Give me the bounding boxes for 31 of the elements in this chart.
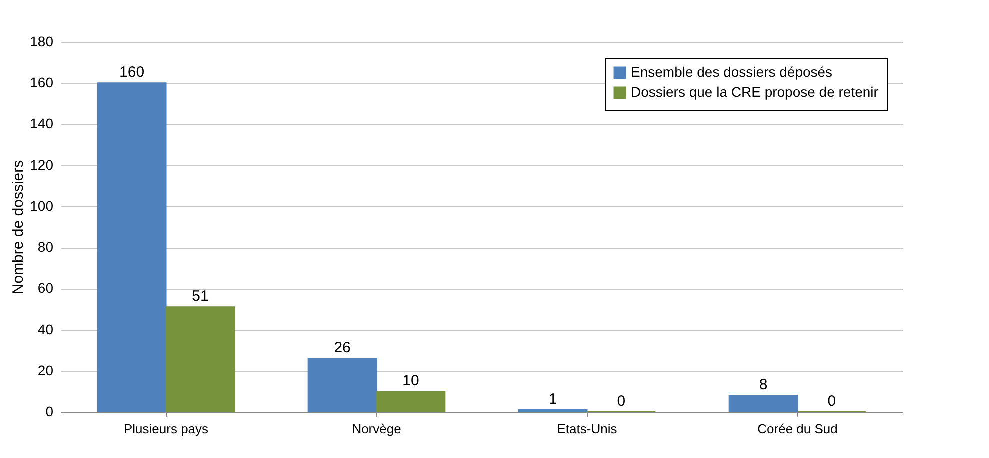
x-tick-label: Etats-Unis: [557, 422, 618, 436]
y-tick-label: 120: [30, 156, 54, 173]
bar: [166, 306, 236, 412]
data-label: 10: [402, 372, 420, 390]
data-label: 1: [548, 390, 558, 408]
bar: [97, 82, 167, 412]
bar: [376, 390, 446, 412]
bar: [308, 358, 378, 412]
y-tick-label: 60: [38, 280, 54, 296]
data-label: 8: [759, 376, 768, 394]
data-label: 51: [192, 288, 209, 306]
y-tick-label: 160: [30, 74, 54, 91]
data-label: 160: [120, 64, 145, 82]
bar: [518, 409, 588, 412]
y-tick-label: 180: [30, 34, 54, 50]
data-label: 26: [334, 340, 351, 357]
x-tick-label: Corée du Sud: [758, 422, 838, 436]
y-tick-label: 0: [46, 404, 54, 420]
x-tick-label: Plusieurs pays: [124, 422, 210, 436]
y-tick-label: 40: [38, 321, 54, 338]
data-label: 0: [617, 393, 626, 410]
y-axis-title: Nombre de dossiers: [10, 160, 28, 295]
y-tick-label: 20: [38, 362, 54, 378]
legend-label: Dossiers que la CRE propose de retenir: [631, 84, 879, 100]
data-label: 0: [828, 393, 836, 410]
x-tick-label: Norvège: [352, 422, 402, 436]
y-tick-label: 100: [30, 198, 54, 214]
legend-label: Ensemble des dossiers déposés: [631, 64, 833, 80]
y-tick-label: 80: [38, 239, 54, 256]
bar: [728, 395, 798, 412]
y-tick-label: 140: [30, 116, 54, 132]
